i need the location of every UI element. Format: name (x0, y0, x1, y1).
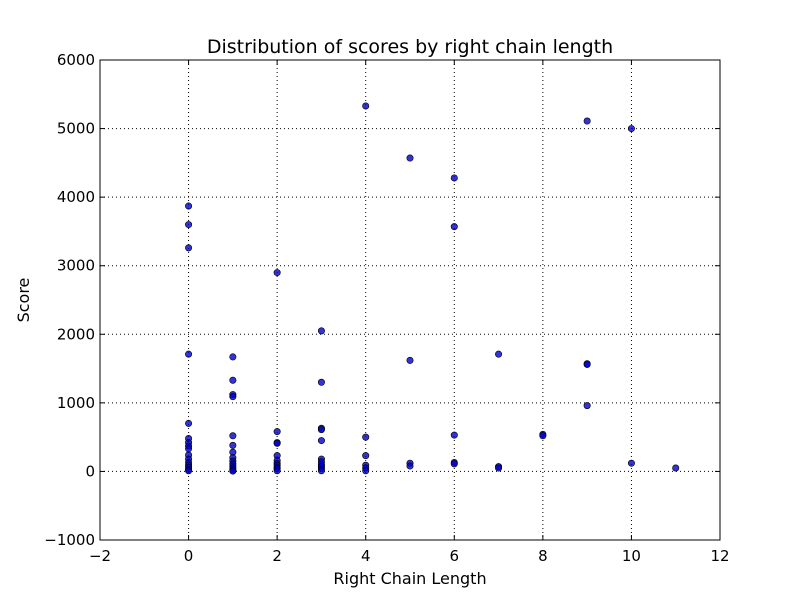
data-point (317, 467, 325, 475)
data-point (185, 244, 193, 252)
data-point (495, 464, 503, 472)
data-point (406, 462, 414, 470)
y-tick-label: 0 (85, 462, 95, 480)
data-point (450, 431, 458, 439)
plot-frame (99, 59, 721, 541)
data-point (229, 467, 237, 475)
y-tick-label: 4000 (57, 188, 95, 206)
data-point (229, 353, 237, 361)
y-axis-label: Score (14, 278, 33, 323)
y-tick-label: 5000 (57, 120, 95, 138)
x-tick-label: 0 (184, 547, 194, 565)
data-point (185, 350, 193, 358)
data-point (185, 467, 193, 475)
x-tick-label: 2 (272, 547, 282, 565)
data-point (450, 174, 458, 182)
y-tick-label: 6000 (57, 51, 95, 69)
grid-layer (100, 60, 720, 540)
data-point (229, 393, 237, 401)
data-point (317, 426, 325, 434)
data-point (185, 419, 193, 427)
data-point (539, 432, 547, 440)
data-point (495, 350, 503, 358)
y-tick-label: −1000 (44, 531, 95, 549)
data-point (185, 221, 193, 229)
data-point (362, 467, 370, 475)
x-axis-label: Right Chain Length (333, 569, 486, 588)
x-tick-label: 12 (710, 547, 729, 565)
data-point (317, 437, 325, 445)
data-point (273, 428, 281, 436)
data-point (185, 202, 193, 210)
points-layer (185, 102, 680, 475)
y-tick-label: 3000 (57, 257, 95, 275)
data-point (583, 402, 591, 410)
data-point (627, 459, 635, 467)
data-point (229, 441, 237, 449)
data-point (450, 223, 458, 231)
data-point (583, 360, 591, 368)
chart-title: Distribution of scores by right chain le… (207, 36, 613, 58)
data-point (273, 467, 281, 475)
data-point (362, 452, 370, 460)
data-point (583, 117, 591, 125)
x-tick-label: 6 (450, 547, 460, 565)
data-point (229, 432, 237, 440)
data-point (362, 102, 370, 110)
data-point (672, 464, 680, 472)
data-point (450, 460, 458, 468)
y-tick-label: 1000 (57, 394, 95, 412)
x-tick-label: 10 (622, 547, 641, 565)
data-point (229, 376, 237, 384)
data-point (406, 356, 414, 364)
y-tick-label: 2000 (57, 325, 95, 343)
data-point (317, 327, 325, 335)
ticks-layer: −2 0 2 4 6 8 10 12 −1000 0 1000 2000 3000 4000 5000 600… (44, 51, 729, 565)
data-point (185, 445, 193, 453)
data-point (406, 154, 414, 162)
x-tick-label: 8 (538, 547, 548, 565)
x-tick-label: 4 (361, 547, 371, 565)
data-point (317, 378, 325, 386)
x-tick-label: −2 (89, 547, 111, 565)
data-point (273, 439, 281, 447)
data-point (273, 269, 281, 277)
data-point (362, 433, 370, 441)
data-point (627, 125, 635, 133)
